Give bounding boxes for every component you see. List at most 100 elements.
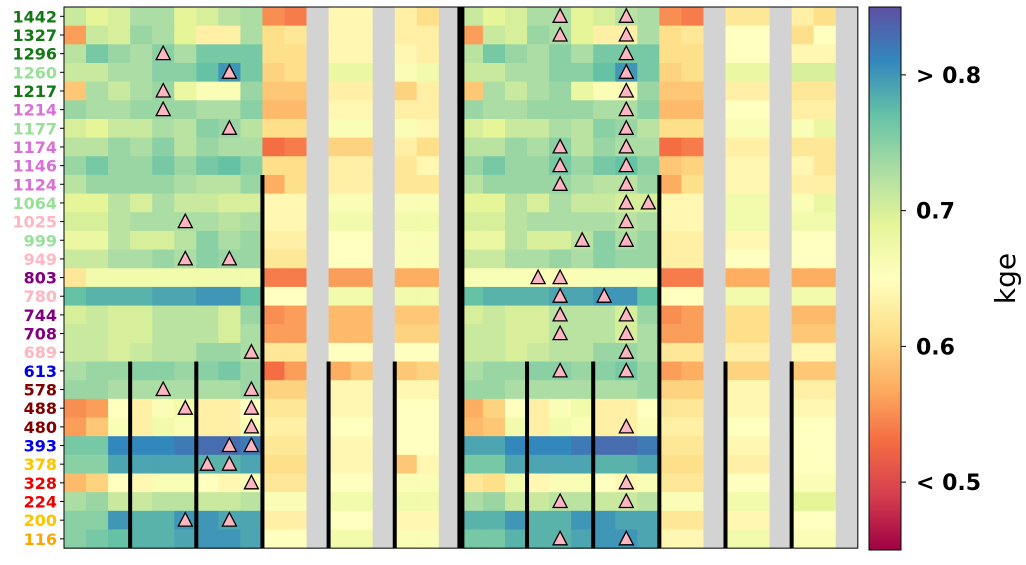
heatmap-cell xyxy=(86,268,109,288)
heatmap-cell xyxy=(86,454,109,475)
heatmap-cell xyxy=(64,193,87,213)
heatmap-cell xyxy=(482,454,506,475)
heatmap-cell xyxy=(637,286,660,307)
heatmap-cell xyxy=(659,454,682,475)
missing-cell xyxy=(306,324,330,344)
heatmap-cell xyxy=(527,417,550,437)
missing-cell xyxy=(438,230,462,251)
heatmap-cell xyxy=(262,137,286,157)
heatmap-cell xyxy=(637,62,660,83)
heatmap-cell xyxy=(174,44,197,64)
missing-cell xyxy=(306,156,330,176)
heatmap-cell xyxy=(637,492,660,512)
heatmap-cell xyxy=(460,268,484,288)
heatmap-cell xyxy=(681,436,705,456)
heatmap-cell xyxy=(681,398,705,419)
heatmap-cell xyxy=(130,174,153,195)
heatmap-cell xyxy=(284,398,308,419)
heatmap-cell xyxy=(196,100,219,120)
missing-cell xyxy=(835,174,859,195)
heatmap-cell xyxy=(527,492,550,512)
missing-cell xyxy=(835,342,859,363)
heatmap-cell xyxy=(108,81,131,101)
heatmap-cell xyxy=(747,492,771,512)
heatmap-cell xyxy=(86,193,109,213)
heatmap-cell xyxy=(681,44,705,64)
heatmap-cell xyxy=(505,342,528,363)
heatmap-cell xyxy=(747,249,771,269)
heatmap-cell xyxy=(64,7,87,27)
missing-cell xyxy=(835,193,859,213)
heatmap-cell xyxy=(350,510,374,531)
heatmap-cell xyxy=(659,436,682,456)
triangle-marker xyxy=(243,343,260,359)
triangle-marker xyxy=(177,399,194,415)
heatmap-cell xyxy=(813,305,837,325)
heatmap-cell xyxy=(284,324,308,344)
heatmap-cell xyxy=(593,7,616,27)
missing-cell xyxy=(306,529,330,549)
heatmap-cell xyxy=(394,25,418,45)
missing-cell xyxy=(306,305,330,325)
triangle-marker xyxy=(618,193,635,210)
heatmap-cell xyxy=(747,398,771,419)
heatmap-cell xyxy=(416,324,440,344)
heatmap-cell xyxy=(416,361,440,381)
heatmap-cell xyxy=(813,529,837,549)
heatmap-cell xyxy=(527,454,550,475)
heatmap-cell xyxy=(130,249,153,269)
heatmap-cell xyxy=(725,118,749,139)
heatmap-cell xyxy=(549,417,572,437)
heatmap-cell xyxy=(549,436,572,456)
heatmap-cell xyxy=(747,44,771,64)
heatmap-cell xyxy=(328,286,352,307)
heatmap-cell xyxy=(549,81,572,101)
triangle-marker xyxy=(552,324,569,341)
heatmap-cell xyxy=(218,473,241,493)
heatmap-cell xyxy=(416,193,440,213)
heatmap-cell xyxy=(637,529,660,549)
heatmap-cell xyxy=(262,268,286,288)
missing-cell xyxy=(372,286,396,307)
heatmap-cell xyxy=(108,361,131,381)
heatmap-cell xyxy=(527,361,550,381)
heatmap-cell xyxy=(791,492,815,512)
heatmap-cell xyxy=(394,193,418,213)
heatmap-cell xyxy=(284,174,308,195)
heatmap-cell xyxy=(394,305,418,325)
triangle-marker xyxy=(640,193,657,210)
heatmap-cell xyxy=(549,454,572,475)
heatmap-cell xyxy=(130,492,153,512)
heatmap-cell xyxy=(725,193,749,213)
heatmap-cell xyxy=(416,137,440,157)
missing-cell xyxy=(306,268,330,288)
heatmap-cell xyxy=(196,417,219,437)
missing-cell xyxy=(306,249,330,269)
missing-cell xyxy=(835,25,859,45)
triangle-marker xyxy=(552,7,569,23)
heatmap-cell xyxy=(505,454,528,475)
missing-cell xyxy=(703,268,727,288)
heatmap-cell xyxy=(725,100,749,120)
heatmap-cell xyxy=(482,380,506,400)
missing-cell xyxy=(769,212,793,232)
missing-cell xyxy=(438,44,462,64)
heatmap-cell xyxy=(284,342,308,363)
heatmap-cell xyxy=(196,380,219,400)
colorbar-tick-label: 0.7 xyxy=(916,200,955,225)
heatmap-cell xyxy=(196,118,219,139)
heatmap-cell xyxy=(130,342,153,363)
missing-cell xyxy=(372,268,396,288)
missing-cell xyxy=(703,118,727,139)
heatmap-cell xyxy=(86,380,109,400)
triangle-marker xyxy=(155,44,172,61)
missing-cell xyxy=(769,473,793,493)
heatmap-cell xyxy=(152,417,175,437)
heatmap-cell xyxy=(130,156,153,176)
heatmap-cell xyxy=(549,510,572,531)
heatmap-cell xyxy=(152,174,175,195)
heatmap-cell xyxy=(130,454,153,475)
missing-cell xyxy=(306,44,330,64)
missing-cell xyxy=(703,492,727,512)
heatmap-cell xyxy=(218,100,241,120)
